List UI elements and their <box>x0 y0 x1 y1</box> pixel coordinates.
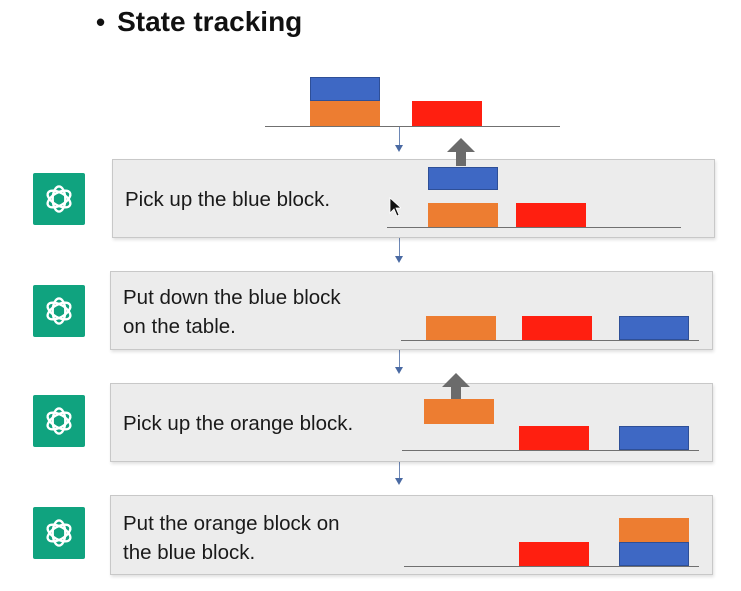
orange-block <box>310 101 380 126</box>
step-panel: Pick up the blue block. <box>112 138 715 238</box>
openai-logo-icon <box>33 395 85 447</box>
orange-block <box>426 316 496 340</box>
flow-connector <box>399 462 400 478</box>
openai-logo-icon <box>33 285 85 337</box>
step-panel: Put down the blue block on the table. <box>110 271 713 350</box>
up-arrow-icon <box>447 138 475 166</box>
blue-block <box>428 167 498 190</box>
orange-block <box>619 518 689 542</box>
flow-connector <box>399 350 400 367</box>
table-line <box>265 126 560 127</box>
red-block <box>519 542 589 566</box>
red-block <box>519 426 589 450</box>
blue-block <box>619 426 689 450</box>
up-arrow-icon <box>442 373 470 401</box>
openai-logo-icon <box>33 173 85 225</box>
blue-block <box>619 316 689 340</box>
step-instruction: Pick up the orange block. <box>123 412 354 435</box>
table-line <box>387 227 681 228</box>
flow-arrowhead-icon <box>395 145 403 152</box>
step-panel: Pick up the orange block. <box>110 373 713 462</box>
step-instruction: Put the orange block on the blue block. <box>123 512 340 564</box>
red-block <box>412 101 482 126</box>
step-instruction: Put down the blue block on the table. <box>123 286 341 338</box>
flow-arrowhead-icon <box>395 367 403 374</box>
bullet-icon: • <box>96 7 106 37</box>
flow-arrowhead-icon <box>395 256 403 263</box>
red-block <box>516 203 586 227</box>
blue-block <box>619 542 689 566</box>
slide-title: • State tracking <box>96 6 302 38</box>
step-panel: Put the orange block on the blue block. <box>110 495 713 575</box>
openai-logo-icon <box>33 507 85 559</box>
slide-title-text: State tracking <box>117 6 303 37</box>
flow-connector <box>399 238 400 256</box>
red-block <box>522 316 592 340</box>
table-line <box>402 450 699 451</box>
mouse-cursor-icon <box>389 197 401 217</box>
flow-connector <box>399 127 400 145</box>
table-line <box>401 340 699 341</box>
flow-arrowhead-icon <box>395 478 403 485</box>
step-instruction: Pick up the blue block. <box>125 188 331 211</box>
blue-block <box>310 77 380 101</box>
orange-block <box>424 399 494 424</box>
orange-block <box>428 203 498 227</box>
table-line <box>404 566 699 567</box>
